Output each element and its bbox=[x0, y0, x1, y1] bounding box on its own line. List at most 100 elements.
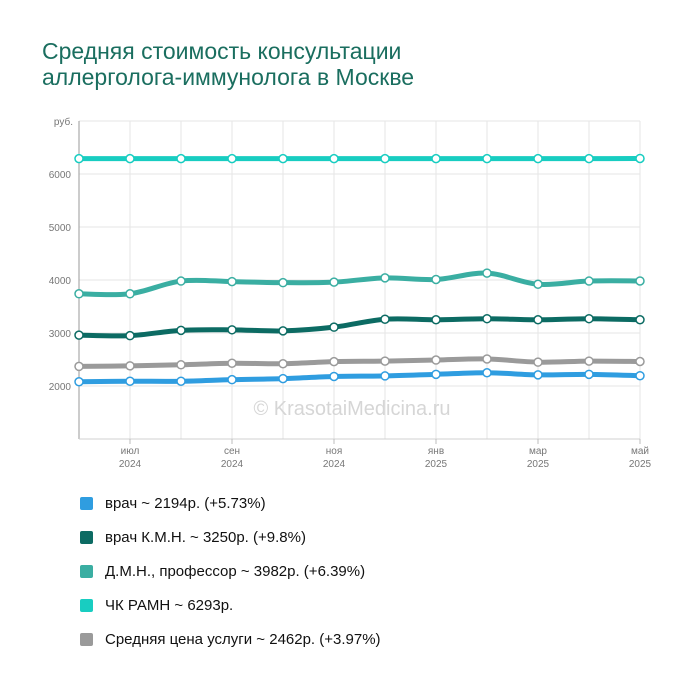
legend-label: врач К.М.Н. ~ 3250р. (+9.8%) bbox=[105, 528, 306, 546]
data-point bbox=[482, 153, 492, 164]
series-line bbox=[76, 356, 643, 369]
data-point bbox=[431, 355, 441, 365]
legend-label: ЧК РАМН ~ 6293р. bbox=[105, 596, 234, 614]
y-tick-label: 5000 bbox=[49, 223, 72, 234]
data-point bbox=[74, 330, 84, 340]
data-point bbox=[329, 371, 339, 382]
data-point bbox=[74, 377, 84, 387]
data-point bbox=[227, 358, 237, 368]
chart-title-line-2: аллерголога-иммунолога в Москве bbox=[42, 64, 415, 90]
legend-swatch bbox=[80, 496, 93, 510]
data-point bbox=[227, 374, 237, 385]
line-chart: 2000 3000 4000 5000 6000 руб. июл 2024 сен 2024 но… bbox=[49, 116, 652, 470]
data-point bbox=[482, 268, 492, 278]
data-point bbox=[584, 369, 594, 380]
series-group bbox=[74, 313, 645, 341]
chart-title-line-1: Средняя стоимость консультации bbox=[42, 38, 402, 64]
series-group bbox=[74, 153, 645, 164]
data-point bbox=[431, 153, 441, 164]
data-point bbox=[278, 326, 288, 336]
x-tick-label-year: 2024 bbox=[119, 459, 142, 470]
legend-item-vrach-kmn[interactable]: врач К.М.Н. ~ 3250р. (+9.8%) bbox=[80, 520, 381, 554]
series-line bbox=[76, 370, 643, 385]
data-point bbox=[380, 356, 390, 366]
data-point bbox=[227, 153, 237, 164]
data-point bbox=[329, 322, 339, 332]
series-group bbox=[74, 268, 645, 299]
y-tick-label: 4000 bbox=[49, 276, 72, 287]
chart-title: Средняя стоимость консультации аллерголо… bbox=[42, 38, 662, 90]
series-group bbox=[74, 368, 645, 387]
data-point bbox=[482, 354, 492, 364]
data-point bbox=[329, 277, 339, 287]
data-point bbox=[125, 376, 135, 386]
legend-label: Д.М.Н., профессор ~ 3982р. (+6.39%) bbox=[105, 562, 366, 580]
x-tick-label-year: 2025 bbox=[425, 459, 448, 470]
data-point bbox=[278, 358, 288, 369]
data-point bbox=[176, 325, 186, 336]
data-point bbox=[533, 315, 543, 325]
data-point bbox=[380, 314, 390, 324]
legend-swatch bbox=[80, 598, 93, 612]
data-point bbox=[74, 153, 84, 164]
data-point bbox=[584, 313, 594, 324]
data-point bbox=[380, 153, 390, 164]
data-point bbox=[533, 279, 543, 289]
data-point bbox=[278, 153, 288, 164]
legend-swatch bbox=[80, 530, 93, 544]
data-point bbox=[635, 315, 645, 325]
x-tick-label-year: 2024 bbox=[221, 459, 244, 470]
data-point bbox=[635, 153, 645, 164]
data-point bbox=[227, 325, 237, 335]
data-point bbox=[380, 273, 390, 283]
legend-item-chk-ramn[interactable]: ЧК РАМН ~ 6293р. bbox=[80, 588, 381, 622]
data-point bbox=[176, 276, 186, 286]
x-tick-label-year: 2025 bbox=[629, 459, 652, 470]
y-axis-unit-label: руб. bbox=[54, 116, 73, 128]
data-point bbox=[533, 370, 543, 380]
legend-item-vrach[interactable]: врач ~ 2194р. (+5.73%) bbox=[80, 486, 381, 520]
y-tick-label: 3000 bbox=[49, 329, 72, 340]
data-point bbox=[635, 356, 645, 367]
x-tick-label-month: янв bbox=[428, 446, 444, 457]
data-point bbox=[176, 376, 186, 386]
data-point bbox=[584, 153, 594, 164]
data-point bbox=[227, 276, 237, 287]
data-point bbox=[74, 361, 84, 372]
chart-legend: врач ~ 2194р. (+5.73%) врач К.М.Н. ~ 325… bbox=[80, 486, 381, 656]
legend-swatch bbox=[80, 564, 93, 578]
series-group bbox=[74, 354, 645, 372]
data-point bbox=[635, 370, 645, 381]
x-tick-label-month: май bbox=[631, 446, 649, 457]
chart-axes: 2000 3000 4000 5000 6000 руб. июл 2024 сен 2024 но… bbox=[49, 116, 652, 470]
data-point bbox=[482, 313, 492, 324]
data-point bbox=[431, 315, 441, 325]
data-point bbox=[431, 274, 441, 285]
y-tick-label: 6000 bbox=[49, 170, 72, 181]
data-point bbox=[74, 289, 84, 299]
x-tick-label-month: сен bbox=[224, 446, 240, 457]
data-point bbox=[482, 368, 492, 378]
data-point bbox=[125, 361, 135, 371]
data-point bbox=[125, 330, 135, 341]
data-point bbox=[533, 357, 543, 367]
data-point bbox=[125, 153, 135, 164]
legend-item-dmn-professor[interactable]: Д.М.Н., профессор ~ 3982р. (+6.39%) bbox=[80, 554, 381, 588]
data-point bbox=[635, 276, 645, 286]
data-point bbox=[125, 289, 135, 299]
legend-item-average-price[interactable]: Средняя цена услуги ~ 2462р. (+3.97%) bbox=[80, 622, 381, 656]
data-point bbox=[431, 369, 441, 380]
x-tick-label-year: 2025 bbox=[527, 459, 550, 470]
data-point bbox=[329, 356, 339, 367]
data-point bbox=[278, 277, 288, 288]
x-tick-label-month: ноя bbox=[326, 446, 343, 457]
x-tick-label-month: мар bbox=[529, 446, 547, 457]
data-point bbox=[278, 373, 288, 384]
x-tick-label-year: 2024 bbox=[323, 459, 346, 470]
x-tick-label-month: июл bbox=[121, 446, 140, 457]
data-point bbox=[584, 276, 594, 286]
data-point bbox=[533, 153, 543, 164]
data-point bbox=[176, 360, 186, 370]
data-point bbox=[380, 371, 390, 381]
data-point bbox=[176, 153, 186, 164]
